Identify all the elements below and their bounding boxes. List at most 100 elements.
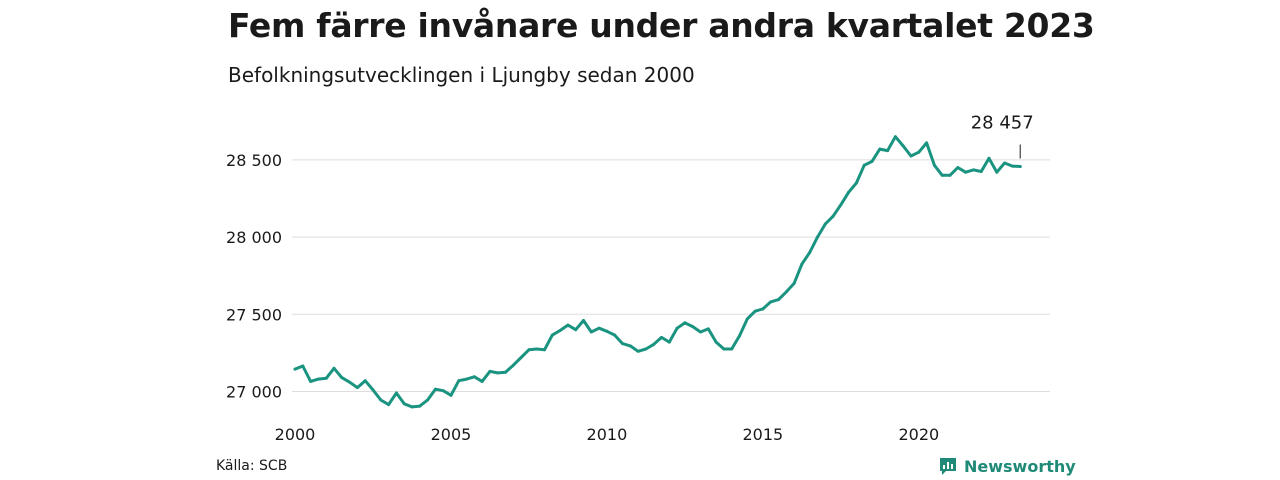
- data-point: [745, 317, 749, 321]
- data-point: [371, 388, 375, 392]
- data-point: [535, 347, 539, 351]
- data-point: [394, 391, 398, 395]
- data-point: [309, 379, 313, 383]
- data-point: [738, 334, 741, 338]
- data-point: [769, 300, 773, 304]
- data-point: [714, 340, 718, 344]
- data-point: [862, 163, 866, 167]
- data-point: [480, 379, 484, 383]
- data-point: [441, 389, 445, 393]
- data-point: [465, 377, 469, 381]
- data-point: [886, 149, 890, 153]
- data-point: [449, 393, 453, 397]
- data-point: [621, 342, 624, 346]
- data-point: [979, 170, 983, 173]
- data-point: [808, 251, 812, 254]
- data-point: [784, 290, 788, 294]
- data-point: [761, 307, 765, 311]
- data-point: [971, 168, 975, 172]
- data-point: [613, 333, 617, 337]
- data-point: [1018, 165, 1022, 168]
- data-point: [293, 367, 297, 371]
- data-points: [293, 135, 1022, 409]
- data-point: [574, 328, 578, 332]
- data-point: [730, 347, 734, 351]
- data-point: [527, 348, 531, 352]
- data-point: [301, 364, 305, 368]
- data-point: [379, 398, 383, 402]
- newsworthy-logo-icon: [940, 458, 956, 475]
- data-point: [597, 326, 601, 330]
- chart-subtitle: Befolkningsutvecklingen i Ljungby sedan …: [228, 63, 695, 87]
- data-point: [854, 181, 858, 185]
- y-tick-label: 28 500: [226, 151, 282, 170]
- data-point: [519, 356, 523, 359]
- data-point: [964, 170, 968, 174]
- x-tick-label: 2010: [587, 425, 628, 444]
- data-point: [410, 405, 414, 409]
- data-point: [948, 173, 952, 177]
- data-point: [566, 323, 570, 327]
- y-tick-label: 27 500: [226, 305, 282, 324]
- x-axis-tick-labels: 2000 2005 2010 2015 2020: [275, 425, 940, 444]
- data-point: [316, 377, 320, 381]
- data-point: [839, 203, 843, 207]
- y-tick-label: 27 000: [226, 382, 282, 401]
- data-point: [800, 262, 804, 266]
- data-point: [472, 375, 476, 379]
- data-point: [823, 222, 827, 226]
- data-point: [722, 347, 726, 351]
- data-point: [511, 363, 515, 367]
- end-value-label: 28 457: [971, 113, 1034, 134]
- source-note: Källa: SCB: [216, 458, 288, 474]
- data-point: [699, 330, 702, 334]
- data-point: [792, 281, 796, 285]
- data-point: [387, 403, 391, 407]
- data-point: [550, 333, 554, 337]
- data-point: [878, 147, 882, 151]
- data-point: [402, 402, 406, 406]
- data-point: [355, 386, 359, 390]
- data-point: [893, 135, 897, 139]
- x-tick-label: 2020: [898, 425, 939, 444]
- x-tick-label: 2005: [431, 425, 472, 444]
- data-point: [426, 398, 430, 402]
- data-point: [496, 371, 500, 375]
- data-point: [917, 150, 921, 154]
- data-point: [605, 329, 609, 333]
- data-point: [418, 404, 422, 408]
- data-point: [660, 335, 663, 339]
- data-point: [870, 159, 874, 163]
- data-point: [340, 376, 344, 380]
- data-point: [753, 309, 757, 313]
- data-point: [691, 325, 695, 329]
- data-point: [777, 298, 780, 302]
- data-point: [816, 235, 819, 239]
- data-point: [457, 379, 461, 383]
- data-point: [987, 156, 991, 160]
- brand-name: Newsworthy: [964, 456, 1076, 476]
- data-point: [1003, 161, 1007, 165]
- data-point: [683, 321, 687, 325]
- data-point: [363, 379, 367, 383]
- data-point: [628, 344, 632, 348]
- data-point: [644, 347, 648, 351]
- data-point: [488, 369, 492, 373]
- y-tick-label: 28 000: [226, 228, 282, 247]
- data-point: [909, 154, 913, 158]
- data-point: [433, 387, 437, 391]
- data-point: [589, 330, 593, 334]
- brand-logo: Newsworthy: [938, 456, 1076, 476]
- grid-lines: [292, 159, 1050, 392]
- data-point: [332, 366, 336, 370]
- data-point: [831, 214, 835, 218]
- data-point: [675, 326, 679, 330]
- data-point: [652, 342, 656, 346]
- data-point: [504, 370, 507, 374]
- data-point: [847, 190, 851, 194]
- data-point: [956, 166, 960, 170]
- data-point: [995, 170, 999, 174]
- data-point: [582, 319, 585, 322]
- data-point: [932, 163, 936, 167]
- data-point: [940, 173, 944, 177]
